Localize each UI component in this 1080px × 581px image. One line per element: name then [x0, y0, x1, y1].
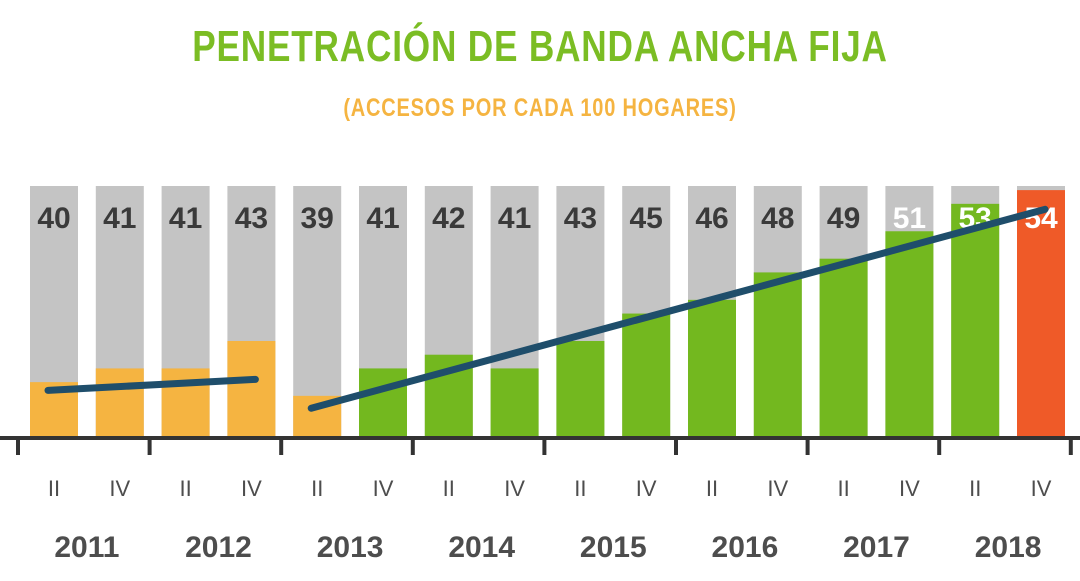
data-bar	[688, 299, 736, 437]
data-bar	[819, 258, 868, 437]
quarter-tick-label: II	[48, 476, 60, 501]
quarter-tick-label: IV	[109, 476, 130, 501]
data-bar	[556, 340, 605, 437]
bar-background	[293, 186, 342, 437]
year-tick-label: 2013	[317, 531, 384, 564]
bar-value-label: 51	[893, 202, 926, 235]
quarter-tick-label: IV	[241, 476, 262, 501]
bar-value-label: 42	[432, 202, 465, 235]
quarter-tick-label: II	[311, 476, 323, 501]
bar-value-label: 45	[630, 202, 663, 235]
quarter-tick-label: II	[706, 476, 718, 501]
data-bar	[1017, 190, 1065, 437]
year-tick-label: 2016	[712, 531, 779, 564]
quarter-tick-label: II	[969, 476, 981, 501]
year-tick-label: 2018	[975, 531, 1042, 564]
bar-value-label: 41	[498, 202, 531, 235]
trend-line	[307, 205, 1049, 412]
quarter-tick-label: II	[443, 476, 455, 501]
data-bar	[753, 272, 802, 437]
quarter-tick-label: II	[179, 476, 191, 501]
bar-value-label: 49	[827, 202, 860, 235]
data-bar	[951, 203, 1000, 437]
bar-value-label: 43	[564, 202, 597, 235]
bar-value-label: 48	[761, 202, 794, 235]
trend-line	[44, 375, 259, 394]
year-tick-label: 2015	[580, 531, 647, 564]
bar-value-label: 46	[695, 202, 728, 235]
chart-subtitle: (ACCESOS POR CADA 100 HOGARES)	[343, 94, 737, 122]
quarter-tick-label: II	[574, 476, 586, 501]
data-bar	[885, 231, 934, 437]
year-tick-label: 2014	[448, 531, 515, 564]
data-bar	[359, 368, 407, 437]
chart-title: PENETRACIÓN DE BANDA ANCHA FIJA	[192, 22, 888, 71]
quarter-tick-label: IV	[373, 476, 394, 501]
data-bar	[490, 368, 539, 437]
quarter-tick-label: IV	[767, 476, 788, 501]
data-bar	[227, 340, 276, 437]
data-bar	[95, 368, 144, 437]
quarter-tick-label: IV	[899, 476, 920, 501]
bar-value-label: 41	[366, 202, 399, 235]
bar-value-label: 39	[301, 202, 334, 235]
bar-value-label: 43	[235, 202, 268, 235]
bar-value-label: 41	[169, 202, 202, 235]
bar-value-label: 41	[103, 202, 136, 235]
quarter-tick-label: IV	[504, 476, 525, 501]
bar-value-label: 40	[37, 202, 70, 235]
year-tick-label: 2012	[185, 531, 252, 564]
quarter-tick-label: IV	[1031, 476, 1052, 501]
year-tick-label: 2011	[54, 531, 119, 564]
quarter-tick-label: IV	[636, 476, 657, 501]
quarter-tick-label: II	[837, 476, 849, 501]
year-tick-label: 2017	[843, 531, 910, 564]
data-bar	[622, 313, 671, 437]
